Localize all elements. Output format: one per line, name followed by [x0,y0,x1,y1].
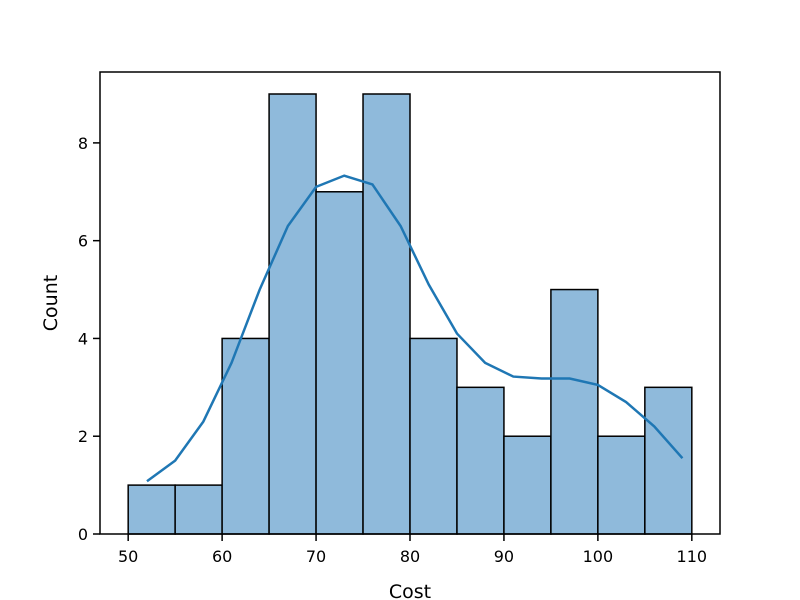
bar [362,93,411,535]
x-tick-label: 90 [494,547,514,566]
y-tick-label: 4 [78,329,88,348]
x-tick-label: 100 [583,547,614,566]
x-tick-label: 80 [400,547,420,566]
x-tick-label: 70 [306,547,326,566]
x-tick-label: 50 [118,547,138,566]
bar [268,93,317,535]
bar [221,337,270,535]
bar [644,386,693,535]
bar [127,484,176,535]
x-tick-label: 60 [212,547,232,566]
y-axis-label: Count [40,275,62,331]
y-tick-label: 2 [78,427,88,446]
x-axis-label: Cost [389,581,431,600]
y-tick-label: 8 [78,134,88,153]
bar [409,337,458,535]
bar [550,288,599,535]
bar [315,191,364,535]
x-tick-label: 110 [677,547,708,566]
bar [174,484,223,535]
y-tick-label: 0 [78,525,88,544]
bar [597,435,646,535]
y-tick-label: 6 [78,232,88,251]
bar [456,386,505,535]
kde-line [146,174,684,483]
bar [503,435,552,535]
